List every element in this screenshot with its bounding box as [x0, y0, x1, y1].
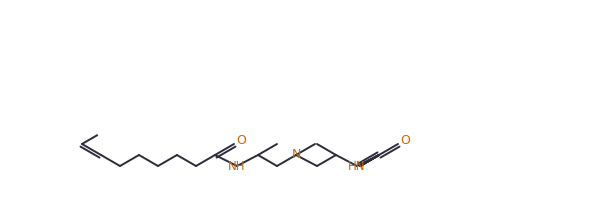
- Text: N: N: [291, 148, 301, 162]
- Text: HN: HN: [348, 160, 366, 173]
- Text: O: O: [400, 135, 410, 147]
- Text: O: O: [236, 135, 246, 147]
- Text: NH: NH: [228, 160, 246, 173]
